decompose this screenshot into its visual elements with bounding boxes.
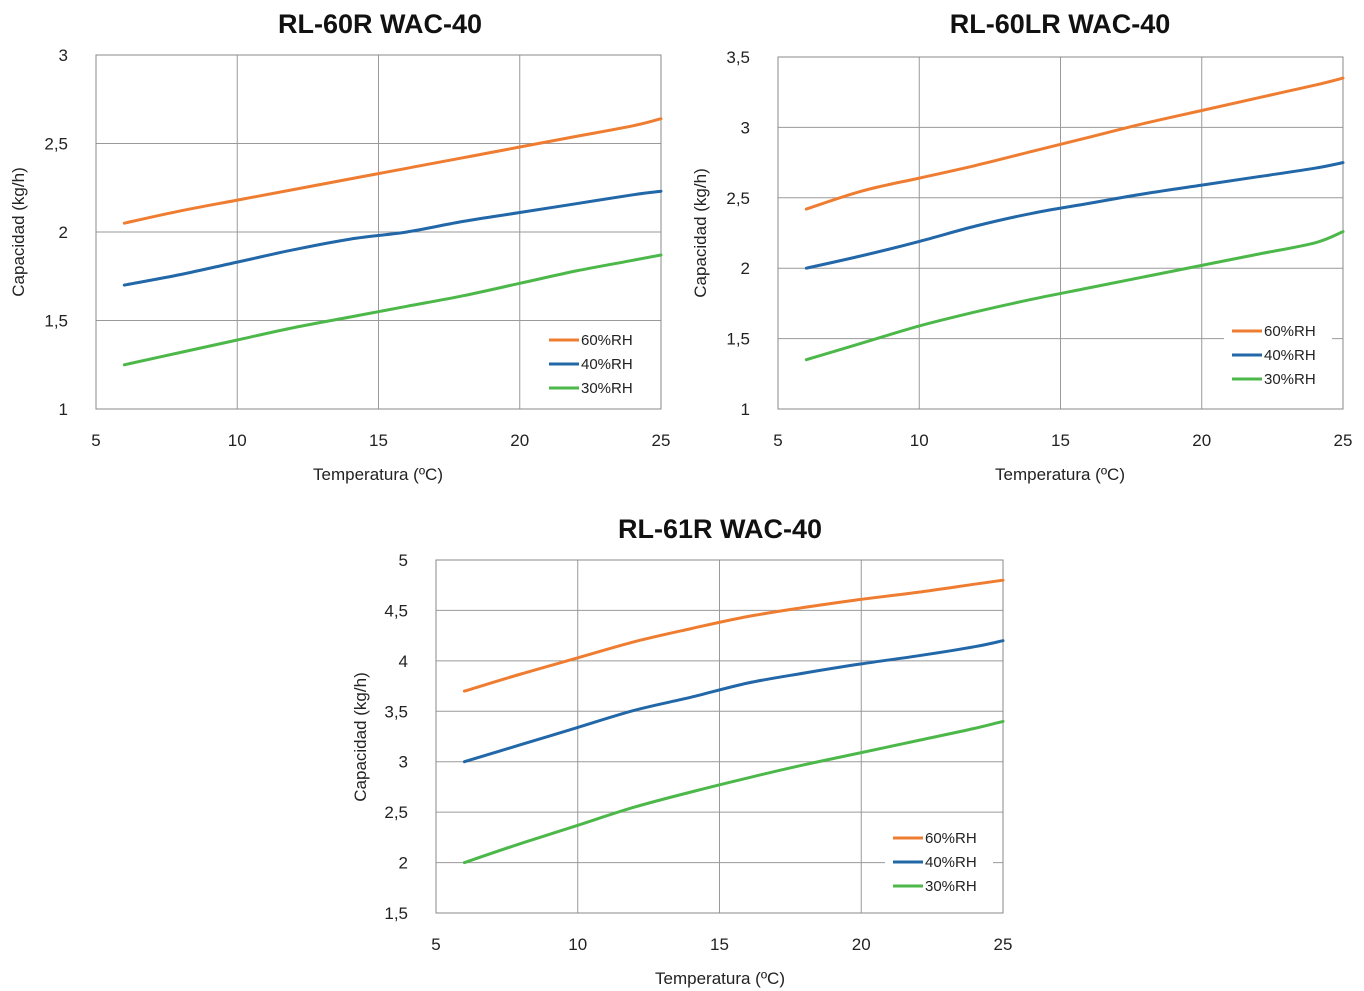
legend: 60%RH 40%RH 30%RH bbox=[1224, 317, 1332, 389]
x-tick-label: 5 bbox=[91, 431, 100, 450]
x-axis-label: Temperatura (ºC) bbox=[655, 969, 785, 988]
y-tick-label: 4 bbox=[399, 652, 408, 671]
legend-label: 30%RH bbox=[925, 878, 977, 895]
x-tick-label: 15 bbox=[1051, 431, 1070, 450]
y-tick-label: 3,5 bbox=[384, 702, 408, 721]
series-lines bbox=[462, 578, 1005, 865]
x-tick-label: 25 bbox=[652, 431, 671, 450]
series-line-30pct-rh bbox=[462, 719, 1005, 865]
legend: 60%RH 40%RH 30%RH bbox=[885, 824, 993, 896]
y-tick-label: 3 bbox=[741, 118, 750, 137]
y-tick-label: 2,5 bbox=[384, 803, 408, 822]
plot-frame bbox=[435, 559, 1004, 914]
legend-label: 30%RH bbox=[1264, 371, 1316, 388]
y-axis-label: Capacidad (kg/h) bbox=[691, 168, 710, 297]
series-line-30pct-rh bbox=[122, 253, 663, 367]
y-tick-label: 1 bbox=[59, 400, 68, 419]
y-tick-label: 1,5 bbox=[44, 312, 68, 331]
x-tick-label: 25 bbox=[1334, 431, 1353, 450]
grid bbox=[96, 55, 661, 409]
chart-title: RL-60LR WAC-40 bbox=[950, 9, 1171, 39]
series-lines bbox=[122, 117, 663, 367]
y-axis-label: Capacidad (kg/h) bbox=[9, 167, 28, 296]
y-tick-labels: 1 1,5 2 2,5 3 bbox=[44, 46, 68, 419]
legend-label: 30%RH bbox=[581, 380, 633, 397]
x-tick-label: 15 bbox=[710, 935, 729, 954]
chart-rl-61r: RL-61R WAC-40 1,5 2 2,5 3 3,5 4 4,5 5 5 10 15 20 25… bbox=[351, 514, 1012, 988]
legend-background bbox=[885, 824, 993, 896]
grid bbox=[436, 560, 1003, 913]
y-tick-label: 4,5 bbox=[384, 601, 408, 620]
x-tick-label: 20 bbox=[852, 935, 871, 954]
series-line-40pct-rh bbox=[462, 639, 1005, 764]
legend-label: 40%RH bbox=[581, 356, 633, 373]
y-tick-label: 5 bbox=[399, 551, 408, 570]
legend-background bbox=[541, 326, 649, 398]
x-tick-label: 10 bbox=[568, 935, 587, 954]
chart-rl-60r: RL-60R WAC-40 1 1,5 2 2,5 3 5 10 15 20 25 Temper… bbox=[9, 9, 670, 484]
x-tick-label: 20 bbox=[1192, 431, 1211, 450]
series-lines bbox=[804, 76, 1345, 362]
legend: 60%RH 40%RH 30%RH bbox=[541, 326, 649, 398]
series-line-60pct-rh bbox=[122, 117, 663, 225]
chart-title: RL-60R WAC-40 bbox=[278, 9, 482, 39]
x-tick-label: 5 bbox=[773, 431, 782, 450]
chart-rl-60lr: RL-60LR WAC-40 1 1,5 2 2,5 3 3,5 5 10 15 20 25 Te… bbox=[691, 9, 1352, 484]
legend-label: 60%RH bbox=[1264, 323, 1316, 340]
y-tick-label: 2,5 bbox=[726, 189, 750, 208]
y-tick-label: 3 bbox=[59, 46, 68, 65]
legend-label: 60%RH bbox=[581, 332, 633, 349]
x-tick-label: 20 bbox=[510, 431, 529, 450]
x-axis-label: Temperatura (ºC) bbox=[313, 465, 443, 484]
series-line-40pct-rh bbox=[804, 161, 1345, 270]
series-line-30pct-rh bbox=[804, 230, 1345, 362]
legend-background bbox=[1224, 317, 1332, 389]
x-tick-label: 10 bbox=[910, 431, 929, 450]
chart-title: RL-61R WAC-40 bbox=[618, 514, 822, 544]
x-tick-label: 5 bbox=[431, 935, 440, 954]
plot-frame bbox=[95, 54, 662, 410]
y-tick-label: 1 bbox=[741, 400, 750, 419]
y-tick-label: 3,5 bbox=[726, 48, 750, 67]
series-line-60pct-rh bbox=[804, 76, 1345, 211]
y-tick-label: 3 bbox=[399, 753, 408, 772]
y-tick-label: 2 bbox=[741, 259, 750, 278]
x-tick-labels: 5 10 15 20 25 bbox=[773, 431, 1352, 450]
series-line-40pct-rh bbox=[122, 189, 663, 287]
legend-label: 40%RH bbox=[1264, 347, 1316, 364]
series-line-60pct-rh bbox=[462, 578, 1005, 693]
x-tick-label: 25 bbox=[994, 935, 1013, 954]
x-tick-label: 10 bbox=[228, 431, 247, 450]
y-axis-label: Capacidad (kg/h) bbox=[351, 672, 370, 801]
y-tick-labels: 1 1,5 2 2,5 3 3,5 bbox=[726, 48, 750, 419]
y-tick-label: 1,5 bbox=[384, 904, 408, 923]
legend-label: 60%RH bbox=[925, 830, 977, 847]
x-tick-labels: 5 10 15 20 25 bbox=[91, 431, 670, 450]
y-tick-label: 2 bbox=[59, 223, 68, 242]
x-tick-label: 15 bbox=[369, 431, 388, 450]
legend-label: 40%RH bbox=[925, 854, 977, 871]
x-tick-labels: 5 10 15 20 25 bbox=[431, 935, 1012, 954]
x-axis-label: Temperatura (ºC) bbox=[995, 465, 1125, 484]
y-tick-label: 2 bbox=[399, 854, 408, 873]
y-tick-label: 1,5 bbox=[726, 330, 750, 349]
y-tick-labels: 1,5 2 2,5 3 3,5 4 4,5 5 bbox=[384, 551, 408, 923]
y-tick-label: 2,5 bbox=[44, 135, 68, 154]
